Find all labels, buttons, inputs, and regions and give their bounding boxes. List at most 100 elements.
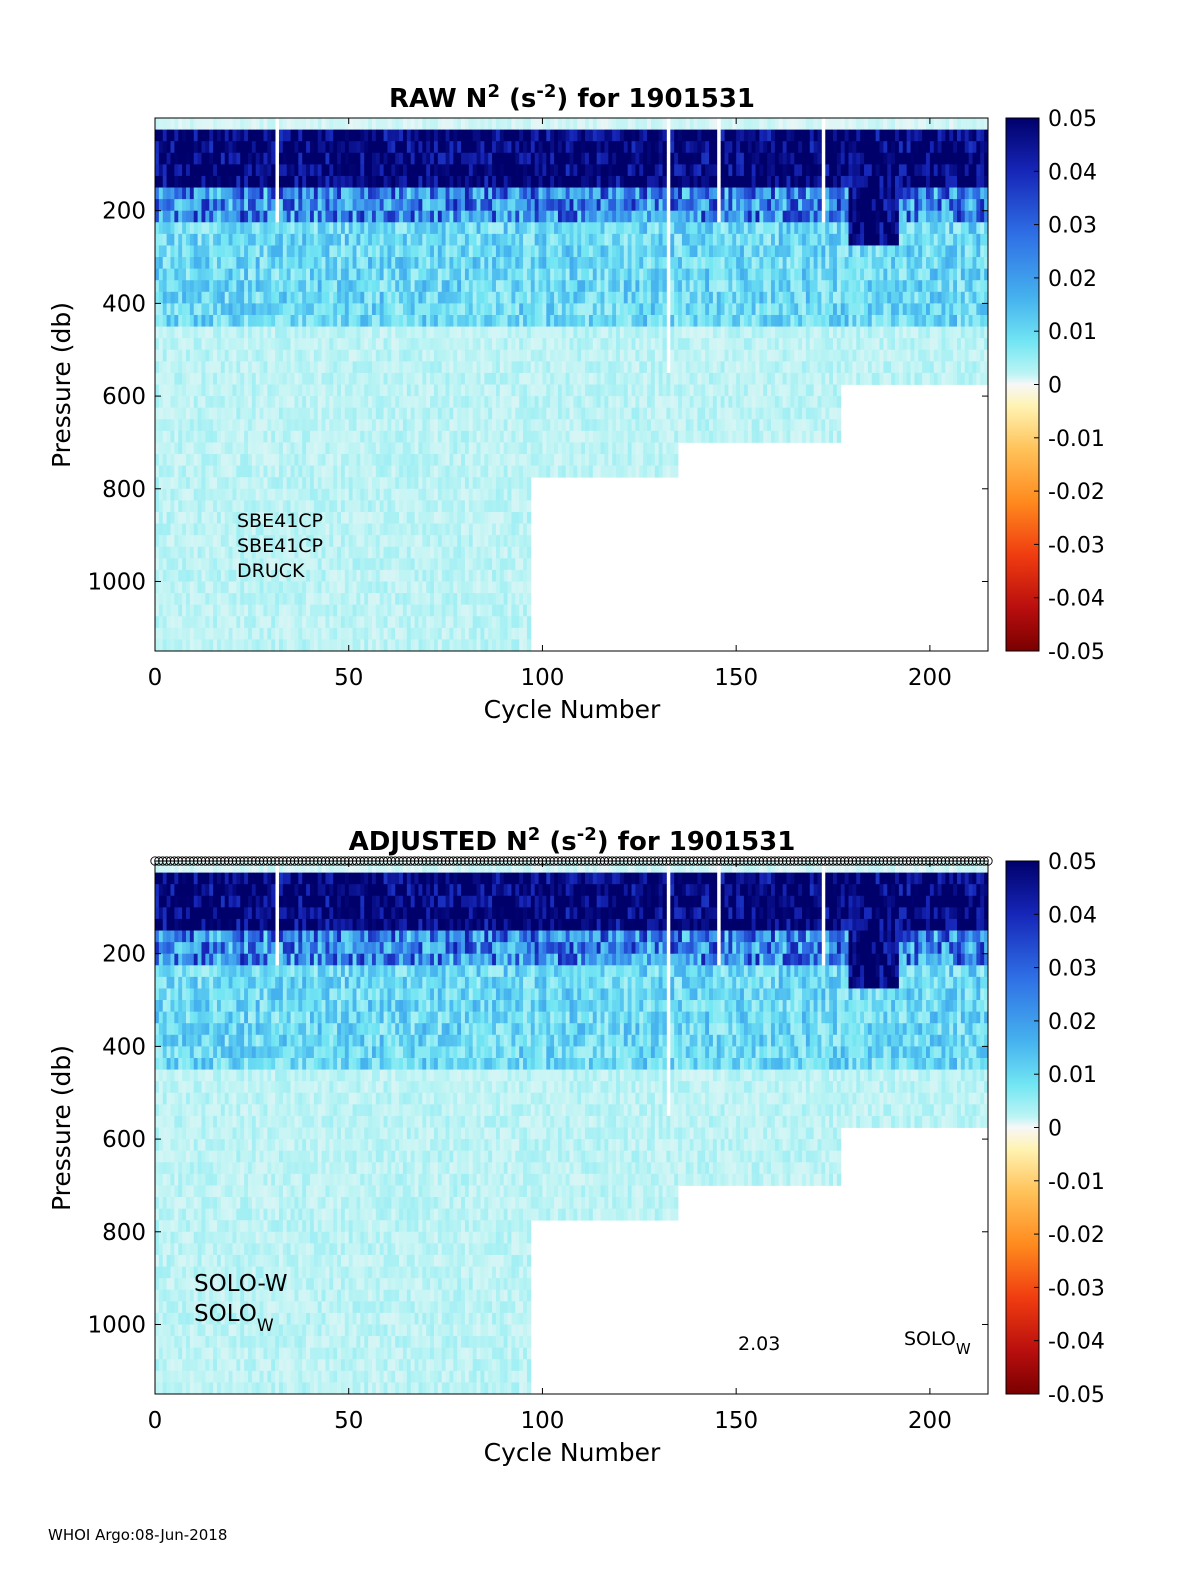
heatmap-cell [201,500,206,513]
heatmap-cell [461,627,466,640]
heatmap-cell [294,500,299,513]
heatmap-cell [155,175,160,188]
heatmap-cell [220,349,226,362]
heatmap-cell [464,222,470,235]
heatmap-cell [433,187,439,200]
heatmap-cell [290,511,295,524]
heatmap-cell [193,338,199,351]
heatmap-cell [271,222,276,235]
heatmap-cell [484,511,489,524]
heatmap-cell [189,593,195,606]
heatmap-cell [356,384,361,397]
heatmap-cell [596,257,601,270]
heatmap-cell [278,419,284,432]
heatmap-cell [588,361,594,374]
heatmap-cell [557,303,563,316]
heatmap-cell [298,430,303,443]
heatmap-cell [406,141,412,154]
heatmap-cell [251,396,257,409]
heatmap-cell [259,245,264,258]
heatmap-cell [228,511,233,524]
heatmap-cell [255,488,260,501]
heatmap-cell [503,361,508,374]
heatmap-cell [449,500,454,513]
heatmap-cell [410,558,415,571]
heatmap-cell [468,129,474,142]
heatmap-cell [554,326,559,339]
heatmap-cell [418,372,423,385]
heatmap-cell [402,222,408,235]
heatmap-cell [414,396,419,409]
heatmap-cell [263,141,268,154]
heatmap-cell [174,141,179,154]
heatmap-cell [511,581,516,594]
heatmap-cell [321,627,326,640]
heatmap-cell [186,141,191,154]
heatmap-cell [375,222,381,235]
heatmap-cell [348,465,353,478]
heatmap-cell [530,430,536,443]
heatmap-cell [445,523,450,536]
heatmap-cell [267,627,272,640]
heatmap-cell [290,118,295,130]
heatmap-cell [348,511,353,524]
heatmap-cell [414,419,419,432]
heatmap-cell [251,488,257,501]
heatmap-cell [542,222,547,235]
heatmap-cell [213,314,218,327]
heatmap-cell [585,454,590,467]
heatmap-cell [546,349,551,362]
heatmap-cell [178,175,183,188]
heatmap-cell [286,338,291,351]
heatmap-cell [255,280,260,293]
heatmap-cell [232,511,237,524]
heatmap-cell [472,488,477,501]
heatmap-cell [325,569,330,582]
heatmap-cell [306,384,311,397]
heatmap-cell [437,604,443,617]
heatmap-cell [294,175,299,188]
heatmap-cell [395,500,400,513]
heatmap-cell [271,303,276,316]
heatmap-cell [278,511,284,524]
heatmap-cell [244,477,249,490]
heatmap-cell [337,187,342,200]
heatmap-cell [282,245,288,258]
heatmap-cell [333,604,338,617]
heatmap-cell [569,407,574,420]
heatmap-cell [321,175,326,188]
heatmap-cell [511,511,516,524]
heatmap-cell [271,326,276,339]
heatmap-cell [263,593,268,606]
heatmap-cell [197,372,202,385]
heatmap-cell [499,326,505,339]
heatmap-cell [232,500,237,513]
heatmap-cell [588,199,594,212]
heatmap-cell [557,442,563,455]
heatmap-cell [464,303,470,316]
heatmap-cell [441,593,446,606]
heatmap-cell [530,303,536,316]
heatmap-cell [201,604,206,617]
heatmap-cell [402,280,408,293]
heatmap-cell [437,535,443,548]
heatmap-cell [406,627,412,640]
heatmap-cell [430,257,435,270]
heatmap-cell [166,465,171,478]
heatmap-cell [476,152,481,165]
heatmap-cell [286,361,291,374]
heatmap-cell [418,222,423,235]
heatmap-cell [375,268,381,281]
heatmap-cell [340,581,346,594]
heatmap-cell [271,581,276,594]
heatmap-cell [534,129,539,142]
heatmap-cell [356,477,361,490]
heatmap-cell [255,604,260,617]
heatmap-cell [325,384,330,397]
heatmap-cell [472,511,477,524]
heatmap-cell [542,291,547,304]
heatmap-cell [317,581,322,594]
heatmap-cell [503,511,508,524]
heatmap-cell [278,384,284,397]
heatmap-cell [507,233,512,246]
